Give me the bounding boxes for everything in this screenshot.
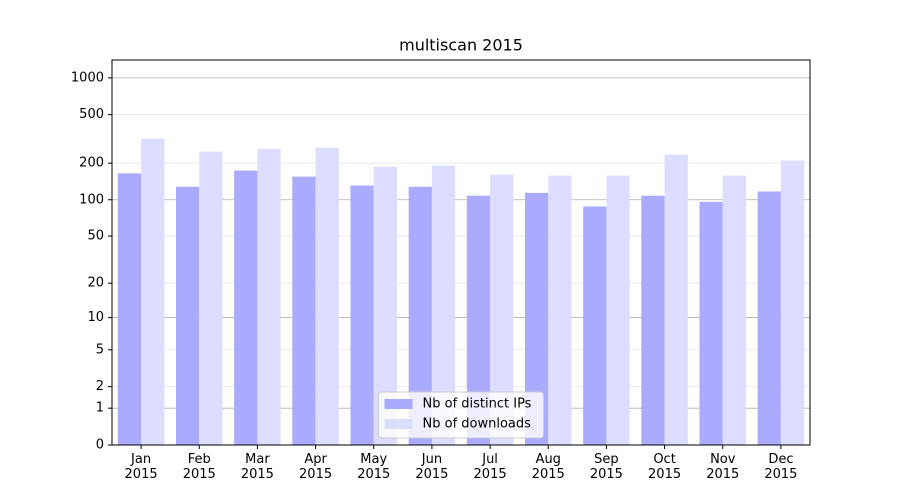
y-tick-label: 200	[79, 156, 104, 171]
bar	[117, 173, 142, 445]
y-tick-label: 100	[79, 192, 104, 207]
bar	[466, 195, 491, 445]
bar	[664, 154, 688, 445]
bar	[780, 160, 805, 446]
y-tick-label: 1	[96, 401, 104, 416]
legend: Nb of distinct IPs Nb of downloads	[378, 391, 544, 439]
x-tick-label: Oct 2015	[648, 452, 682, 482]
y-tick-label: 20	[87, 276, 104, 291]
y-tick-label: 10	[87, 310, 104, 325]
x-tick-label: Sep 2015	[589, 452, 623, 482]
bar	[199, 151, 223, 445]
bar	[175, 186, 200, 445]
legend-frame	[378, 391, 544, 439]
bar	[722, 175, 747, 445]
bar	[524, 192, 549, 445]
x-tick-label: May 2015	[357, 452, 391, 482]
bar	[490, 174, 514, 445]
y-tick-label: 1000	[71, 70, 104, 85]
bar	[548, 175, 572, 445]
bar	[350, 185, 374, 446]
chart-title: multiscan 2015	[399, 36, 523, 55]
legend-label: Nb of distinct IPs	[423, 397, 532, 412]
plot-frame	[111, 59, 811, 446]
y-tick-label: 5	[96, 342, 104, 357]
bar	[141, 138, 165, 446]
x-tick-label: Feb 2015	[182, 452, 216, 482]
x-tick-label: Aug 2015	[531, 452, 565, 482]
bar	[234, 170, 258, 445]
bar	[257, 148, 281, 445]
bar	[408, 186, 432, 445]
x-tick-label: Nov 2015	[706, 452, 740, 482]
bar	[315, 147, 339, 445]
legend-swatch	[384, 399, 413, 409]
y-tick-label: 50	[87, 229, 104, 244]
bar	[373, 166, 398, 445]
legend-label: Nb of downloads	[423, 417, 532, 432]
x-tick-label: Jul 2015	[473, 452, 507, 482]
bar	[699, 201, 723, 445]
x-tick-label: Jun 2015	[415, 452, 449, 482]
y-tick-label: 0	[96, 438, 104, 453]
x-tick-label: Jan 2015	[124, 452, 158, 482]
bar	[292, 176, 316, 445]
bar	[641, 195, 665, 445]
x-tick-label: Mar 2015	[240, 452, 274, 482]
y-tick-label: 500	[79, 107, 104, 122]
x-tick-label: Dec 2015	[764, 452, 798, 482]
y-tick-label: 2	[96, 379, 104, 394]
bar	[431, 165, 456, 445]
legend-swatch	[384, 419, 413, 429]
grid	[112, 77, 810, 446]
bar	[606, 175, 630, 445]
bar	[757, 191, 781, 445]
x-tick-label: Apr 2015	[299, 452, 333, 482]
bar	[583, 206, 607, 445]
